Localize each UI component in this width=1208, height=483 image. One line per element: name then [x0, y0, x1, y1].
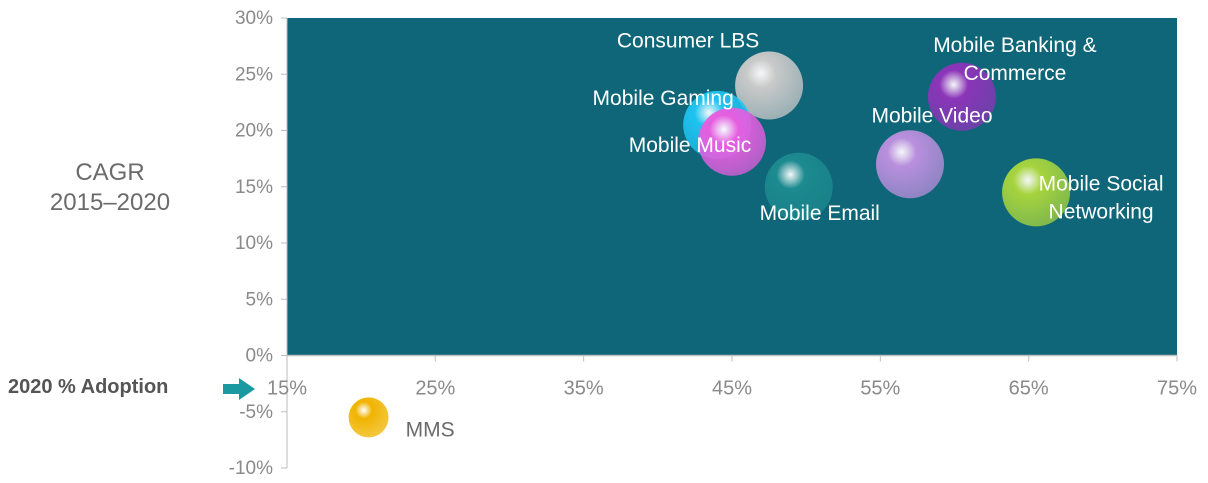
x-tick-label: 35%: [564, 378, 604, 400]
bubble-consumer-lbs: [735, 51, 804, 120]
bubble-mobile-social-networking: [1002, 158, 1071, 227]
x-tick-label: 65%: [1009, 378, 1049, 400]
bubble-label: Mobile Video: [871, 104, 992, 127]
bubble-mobile-music: [698, 107, 766, 176]
axes: 30% 25% 20% 15% 10% 5% 0% -5% -10% 15% 25% 35% 45% 55…: [229, 8, 1198, 479]
bubble-label: MMS: [406, 418, 455, 441]
y-tick-label: -5%: [239, 402, 273, 423]
y-tick-label: 0%: [246, 346, 274, 367]
y-tick-label: 10%: [235, 233, 273, 254]
bubble-label: Mobile Banking &: [933, 34, 1096, 57]
bubble-labels: Consumer LBS Mobile Gaming Mobile Music Mob…: [406, 30, 1164, 442]
x-tick-label: 55%: [860, 378, 900, 400]
bubble-label: Networking: [1049, 200, 1154, 223]
y-tick-label: 5%: [246, 289, 274, 310]
bubbles: [348, 51, 1071, 438]
bubble-mobile-video: [876, 130, 944, 199]
bubble-label: Mobile Gaming: [593, 87, 734, 110]
x-tick-label: 15%: [267, 378, 307, 400]
y-axis-title-line2: 2015–2020: [49, 189, 171, 216]
y-tick-label: 25%: [235, 64, 273, 85]
x-axis-title: 2020 % Adoption: [8, 376, 169, 398]
x-tick-label: 75%: [1157, 378, 1197, 400]
bubble-label: Consumer LBS: [617, 30, 759, 53]
y-tick-label: 15%: [235, 177, 273, 198]
arrow-right-icon: [223, 378, 255, 400]
x-tick-label: 45%: [712, 378, 752, 400]
bubble-label: Mobile Social: [1039, 172, 1164, 195]
x-tick-label: 25%: [415, 378, 455, 400]
bubble-label: Mobile Email: [760, 202, 880, 225]
bubble-label: Mobile Music: [629, 134, 752, 157]
y-tick-label: 30%: [235, 8, 273, 29]
bubble-mms: [348, 397, 389, 438]
y-tick-label: 20%: [235, 121, 273, 142]
y-tick-label: -10%: [229, 458, 273, 479]
bubble-mobile-banking-commerce: [927, 62, 996, 131]
y-axis-title-line1: CAGR: [75, 159, 145, 186]
bubble-mobile-email: [764, 152, 833, 221]
y-axis-title: CAGR 2015–2020: [20, 158, 200, 218]
bubble-label: Commerce: [964, 62, 1067, 85]
